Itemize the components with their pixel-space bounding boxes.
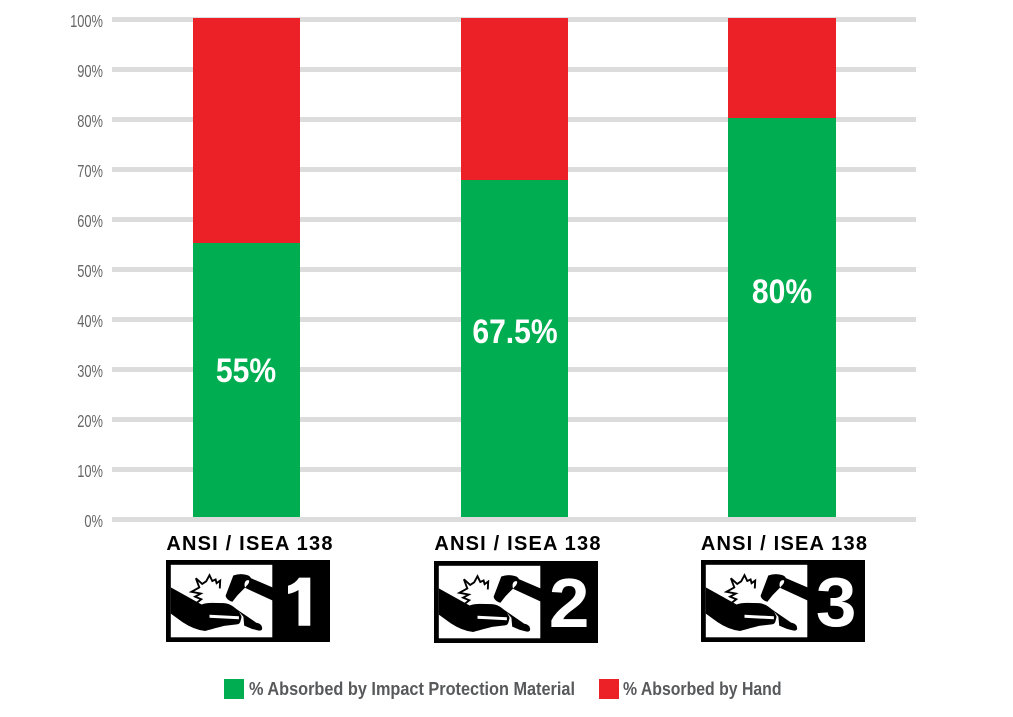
svg-text:2: 2 xyxy=(549,564,590,642)
svg-text:3: 3 xyxy=(816,564,857,642)
